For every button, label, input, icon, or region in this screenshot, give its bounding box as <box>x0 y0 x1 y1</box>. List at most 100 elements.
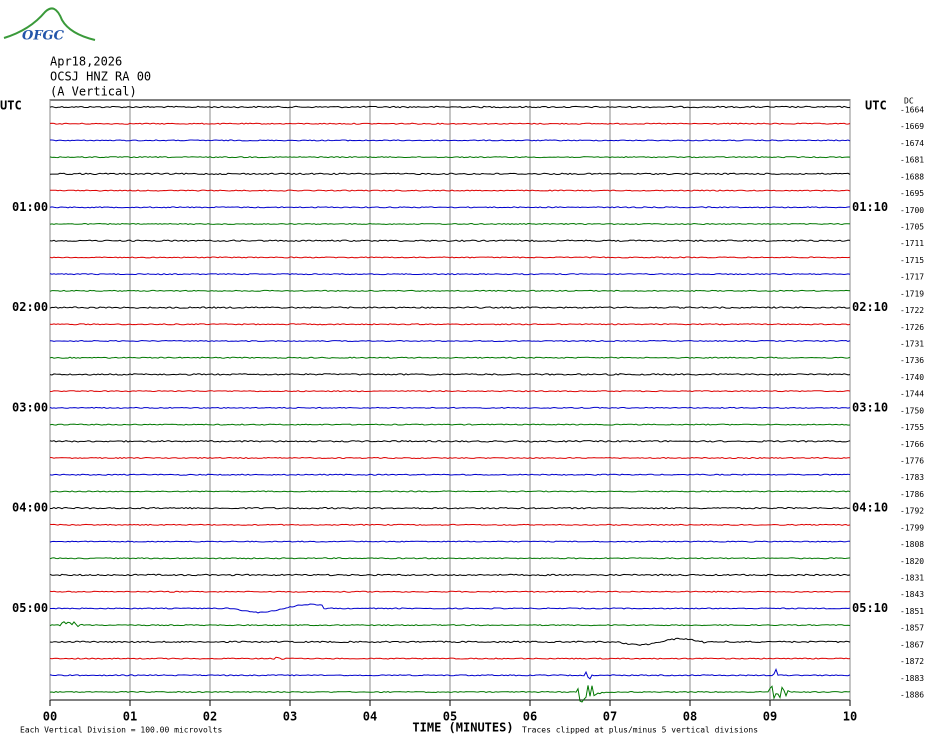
x-tick-label: 02 <box>203 710 217 724</box>
right-time: 02:10 <box>852 300 888 314</box>
dc-value: -1820 <box>900 557 924 566</box>
right-time: 01:10 <box>852 200 888 214</box>
trace <box>49 339 851 343</box>
dc-value: -1799 <box>900 523 924 532</box>
dc-value: -1722 <box>900 306 924 315</box>
trace <box>49 590 851 593</box>
trace <box>49 289 851 292</box>
dc-value: -1831 <box>900 574 924 583</box>
trace <box>49 323 851 326</box>
x-tick-label: 10 <box>843 710 857 724</box>
logo-text: OFGC <box>22 29 65 44</box>
dc-value: -1883 <box>900 674 924 683</box>
trace <box>49 356 851 359</box>
trace <box>49 206 851 209</box>
dc-value: -1700 <box>900 206 924 215</box>
trace <box>49 473 851 476</box>
dc-value: -1705 <box>900 223 924 232</box>
dc-value: -1857 <box>900 624 924 633</box>
x-tick-label: 00 <box>43 710 57 724</box>
dc-value: -1851 <box>900 607 924 616</box>
trace <box>49 540 850 543</box>
dc-value: -1808 <box>900 540 924 549</box>
dc-value: -1717 <box>900 273 924 282</box>
dc-value: -1744 <box>900 390 924 399</box>
right-time: 03:10 <box>852 400 888 414</box>
right-header: UTC <box>865 99 887 113</box>
left-time: 04:00 <box>12 501 48 515</box>
trace <box>49 656 851 660</box>
dc-value: -1755 <box>900 423 924 432</box>
trace <box>49 423 851 426</box>
dc-value: -1695 <box>900 189 924 198</box>
dc-value: -1715 <box>900 256 924 265</box>
trace <box>49 172 851 176</box>
trace <box>49 373 851 376</box>
dc-value: -1664 <box>900 106 924 115</box>
left-header: UTC <box>0 99 22 113</box>
footer-clip: Traces clipped at plus/minus 5 vertical … <box>522 726 758 735</box>
dc-value: -1740 <box>900 373 924 382</box>
dc-value: -1867 <box>900 640 924 649</box>
dc-header: DC <box>904 97 914 106</box>
trace <box>50 139 851 142</box>
right-time: 05:10 <box>852 601 888 615</box>
dc-value: -1766 <box>900 440 924 449</box>
dc-value: -1669 <box>900 122 924 131</box>
dc-value: -1776 <box>900 457 924 466</box>
x-tick-label: 03 <box>283 710 297 724</box>
logo: OFGC <box>3 7 96 44</box>
x-tick-label: 05 <box>443 710 457 724</box>
trace <box>49 390 851 393</box>
trace <box>49 122 851 125</box>
trace <box>49 105 851 109</box>
dc-value: -1719 <box>900 289 924 298</box>
x-tick-label: 01 <box>123 710 137 724</box>
dc-value: -1726 <box>900 323 924 332</box>
trace <box>49 256 851 259</box>
dc-value: -1731 <box>900 340 924 349</box>
station: OCSJ HNZ RA 00 <box>50 70 151 84</box>
dc-value: -1688 <box>900 172 924 181</box>
dc-value: -1736 <box>900 356 924 365</box>
trace <box>49 456 850 460</box>
dc-value: -1872 <box>900 657 924 666</box>
trace <box>49 621 851 628</box>
dc-value: -1674 <box>900 139 924 148</box>
trace <box>49 306 851 309</box>
trace <box>49 490 851 493</box>
x-tick-label: 07 <box>603 710 617 724</box>
trace <box>49 406 851 409</box>
x-tick-label: 06 <box>523 710 537 724</box>
dc-value: -1681 <box>900 156 924 165</box>
trace <box>49 239 851 242</box>
dc-value: -1750 <box>900 406 924 415</box>
dc-value: -1711 <box>900 239 924 248</box>
dc-value: -1786 <box>900 490 924 499</box>
trace <box>49 573 851 577</box>
dc-value: -1783 <box>900 473 924 482</box>
left-time: 03:00 <box>12 400 48 414</box>
trace <box>49 523 851 526</box>
dc-value: -1886 <box>900 691 924 700</box>
left-time: 05:00 <box>12 601 48 615</box>
x-tick-label: 04 <box>363 710 377 724</box>
dc-value: -1792 <box>900 507 924 516</box>
dc-value: -1843 <box>900 590 924 599</box>
trace <box>49 637 851 646</box>
x-tick-label: 08 <box>683 710 697 724</box>
trace <box>49 189 851 192</box>
footer-scale: Each Vertical Division = 100.00 microvol… <box>20 726 222 735</box>
trace <box>49 668 851 680</box>
trace <box>49 439 851 443</box>
left-time: 01:00 <box>12 200 48 214</box>
date: Apr18,2026 <box>50 55 122 69</box>
trace <box>49 557 851 560</box>
trace <box>50 506 851 510</box>
x-axis-label: TIME (MINUTES) <box>412 721 513 735</box>
x-tick-label: 09 <box>763 710 777 724</box>
trace <box>49 156 851 159</box>
trace <box>49 685 851 703</box>
trace <box>49 273 851 276</box>
